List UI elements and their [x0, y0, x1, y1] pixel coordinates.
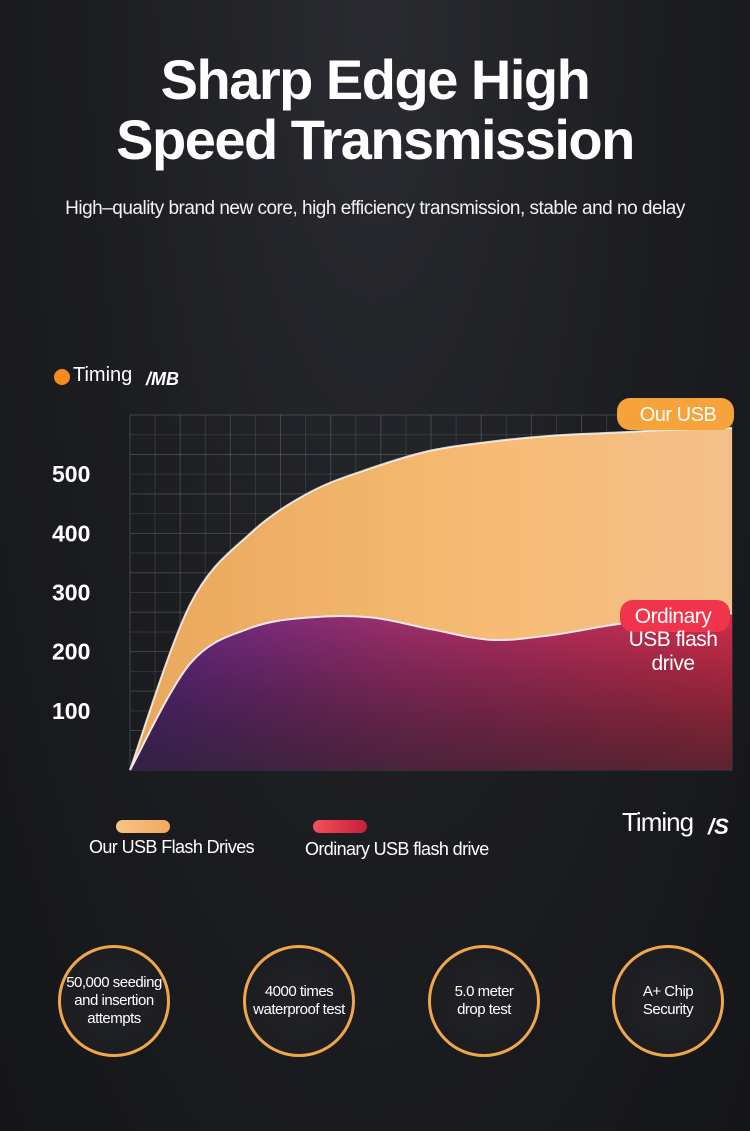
- chart-legend: Our USB Flash Drives Ordinary USB flash …: [89, 820, 490, 859]
- series-line-our-usb: [129, 427, 733, 771]
- feature-badges: 50,000 seeding and insertion attempts 40…: [0, 940, 750, 1070]
- page-subtitle: High–quality brand new core, high effici…: [65, 198, 685, 219]
- y-axis-ticks: 100 200 300 400 500: [52, 461, 90, 724]
- callout-ordinary-line-2: USB flash: [629, 628, 718, 651]
- x-axis-label: Timing: [622, 807, 693, 837]
- y-tick-label: 100: [52, 698, 90, 724]
- page-title: Sharp Edge High Speed Transmission: [0, 50, 750, 170]
- badge-text-waterproof: 4000 times waterproof test: [253, 983, 345, 1018]
- callout-ordinary: Ordinary USB flash drive: [620, 600, 730, 675]
- y-tick-label: 200: [52, 639, 90, 665]
- badge-text-seeding: 50,000 seeding and insertion attempts: [66, 974, 162, 1027]
- x-axis-unit: /S: [707, 814, 729, 839]
- seeding-badge-icon: 50,000 seeding and insertion attempts: [58, 945, 170, 1057]
- legend-label-ordinary: Ordinary USB flash drive: [305, 839, 489, 859]
- callout-our-usb: Our USB: [617, 398, 734, 430]
- y-tick-label: 400: [52, 520, 90, 546]
- legend-swatch-our-usb: [116, 820, 170, 833]
- y-axis-unit: /MB: [145, 369, 179, 389]
- y-tick-label: 300: [52, 580, 90, 606]
- speed-chart: 100 200 300 400 500 Timing /MB Timing /S Our…: [52, 364, 734, 859]
- title-line-1: Sharp Edge High: [160, 48, 591, 111]
- title-line-2: Speed Transmission: [116, 108, 635, 171]
- callout-ordinary-line-1: Ordinary: [635, 605, 713, 628]
- chip-badge-icon: A+ Chip Security: [612, 945, 724, 1057]
- badge-text-chip: A+ Chip Security: [642, 983, 694, 1018]
- legend-swatch-ordinary: [313, 820, 367, 833]
- legend-label-our-usb: Our USB Flash Drives: [89, 837, 255, 857]
- drop-badge-icon: 5.0 meter drop test: [428, 945, 540, 1057]
- waterproof-badge-icon: 4000 times waterproof test: [243, 945, 355, 1057]
- y-axis-label: Timing: [73, 364, 132, 386]
- callout-ordinary-line-3: drive: [651, 652, 694, 675]
- series-area-ordinary-shade: [130, 613, 732, 770]
- callout-our-usb-text: Our USB: [640, 404, 717, 426]
- y-tick-label: 500: [52, 461, 90, 487]
- y-axis-legend-dot: [54, 369, 70, 385]
- badge-text-drop: 5.0 meter drop test: [454, 983, 514, 1018]
